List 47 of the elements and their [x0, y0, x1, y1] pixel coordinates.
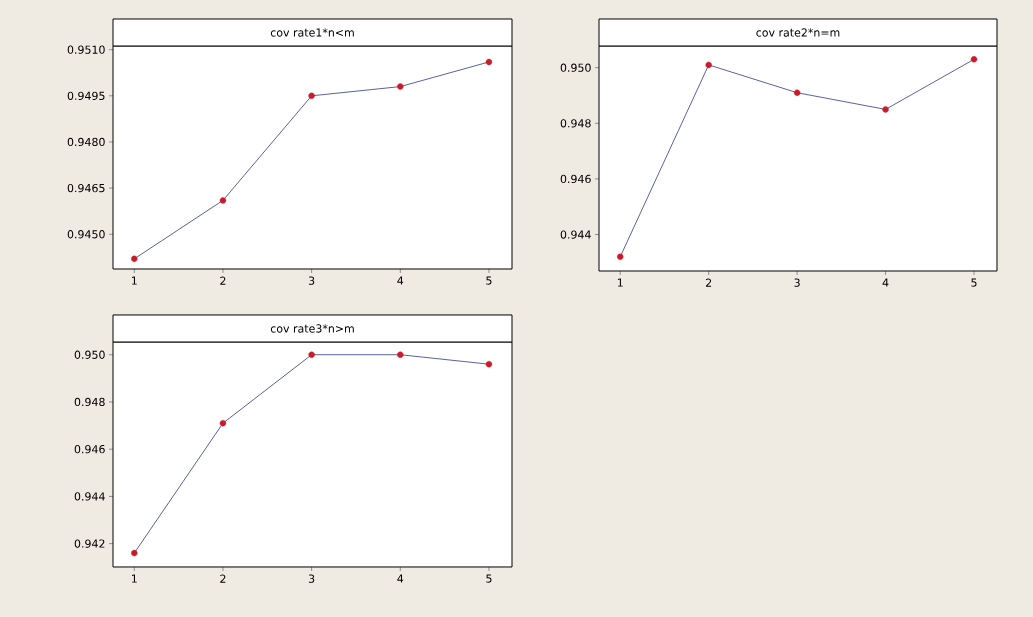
point: [219, 197, 227, 204]
x-tick-label: 4: [397, 276, 404, 285]
point: [793, 89, 801, 96]
y-tick-label: 0.944: [74, 492, 105, 501]
y-tick-label: 0.946: [74, 445, 105, 454]
y-tick-label: 0.948: [560, 119, 591, 128]
x-tick-label: 2: [220, 276, 226, 285]
point: [308, 351, 315, 358]
x-tick-label: 5: [486, 276, 492, 285]
point: [705, 61, 712, 69]
y-tick-label: 0.9465: [67, 183, 105, 193]
x-tick-label: 3: [794, 278, 800, 287]
x-tick-label: 5: [971, 278, 977, 287]
y-tick-label: 0.950: [74, 350, 105, 359]
y-tick-label: 0.9450: [67, 230, 105, 239]
x-tick-label: 2: [220, 574, 226, 583]
y-tick-label: 0.950: [560, 63, 591, 72]
y-tick-label: 0.9510: [67, 45, 105, 54]
point: [485, 360, 493, 368]
x-tick-label: 5: [486, 574, 492, 583]
point: [617, 253, 624, 260]
y-tick-label: 0.942: [74, 539, 105, 548]
point: [397, 83, 404, 90]
x-tick-label: 4: [397, 574, 404, 583]
y-tick-label: 0.944: [560, 230, 591, 239]
x-tick-label: 1: [132, 276, 137, 285]
x-tick-label: 3: [308, 276, 315, 285]
point: [131, 255, 138, 263]
point: [397, 351, 404, 358]
point: [882, 106, 889, 113]
chart-title: cov rate1*n<m: [270, 28, 354, 37]
chart-title: cov rate3*n>m: [270, 324, 354, 333]
point: [219, 420, 227, 427]
point: [131, 549, 138, 557]
point: [485, 58, 493, 66]
y-tick-label: 0.9495: [67, 91, 105, 100]
x-tick-label: 1: [132, 574, 137, 583]
y-tick-label: 0.946: [560, 174, 591, 184]
y-tick-label: 0.948: [74, 397, 105, 407]
x-tick-label: 4: [882, 278, 889, 287]
x-tick-label: 1: [617, 278, 623, 287]
x-tick-label: 3: [308, 574, 315, 583]
chart-title: cov rate2*n=m: [756, 28, 840, 37]
x-tick-label: 2: [705, 278, 712, 287]
point: [970, 56, 978, 63]
point: [308, 92, 315, 100]
y-tick-label: 0.9480: [67, 137, 105, 147]
